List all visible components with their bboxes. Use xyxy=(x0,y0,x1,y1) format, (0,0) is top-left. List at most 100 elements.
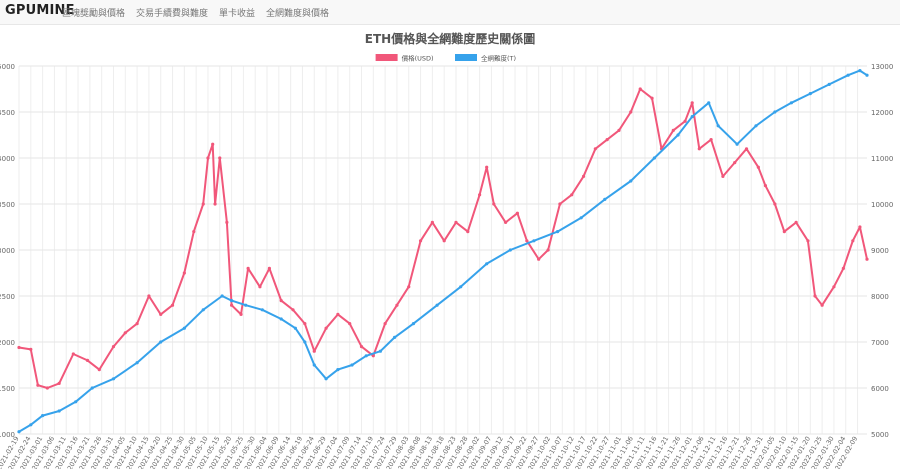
data-point-price xyxy=(211,142,215,146)
y-left-tick-label: 2000 xyxy=(0,339,15,347)
data-point-difficulty xyxy=(29,423,33,427)
data-point-difficulty xyxy=(74,400,78,404)
data-point-price xyxy=(690,101,694,105)
data-point-price xyxy=(291,308,295,312)
data-point-price xyxy=(430,220,434,224)
data-point-price xyxy=(159,312,163,316)
data-point-difficulty xyxy=(676,133,680,137)
data-point-price xyxy=(525,239,529,243)
data-point-price xyxy=(97,368,101,372)
data-point-price xyxy=(57,381,61,385)
y-left-tick-label: 1000 xyxy=(0,431,15,439)
y-left-tick-label: 5000 xyxy=(0,63,15,71)
data-point-price xyxy=(201,202,205,206)
data-point-price xyxy=(617,128,621,132)
data-point-price xyxy=(794,220,798,224)
data-point-price xyxy=(192,230,196,234)
data-point-price xyxy=(258,285,262,289)
data-point-price xyxy=(348,322,352,326)
data-point-difficulty xyxy=(336,368,340,372)
eth-price-difficulty-chart: 1000 1500 2000 2500 3000 3500 4000 4500 5000 5000… xyxy=(0,54,893,469)
data-point-difficulty xyxy=(364,354,368,358)
data-point-price xyxy=(45,386,49,390)
y-right-tick-label: 13000 xyxy=(871,63,893,71)
data-point-difficulty xyxy=(846,73,850,77)
y-right-tick-label: 6000 xyxy=(871,385,889,393)
data-point-price xyxy=(733,161,737,165)
data-point-price xyxy=(383,322,387,326)
data-point-difficulty xyxy=(244,303,248,307)
data-point-price xyxy=(218,156,222,160)
data-point-price xyxy=(239,312,243,316)
data-point-price xyxy=(36,383,40,387)
brand-logo[interactable]: GPUMINE xyxy=(5,3,75,18)
data-point-difficulty xyxy=(773,110,777,114)
data-point-difficulty xyxy=(392,335,397,339)
data-point-difficulty xyxy=(90,386,94,390)
data-point-price xyxy=(324,326,328,330)
data-point-price xyxy=(454,220,458,224)
data-point-price xyxy=(570,193,574,197)
data-point-price xyxy=(303,322,307,326)
data-point-price xyxy=(773,202,777,206)
data-point-price xyxy=(558,202,562,206)
data-point-difficulty xyxy=(603,197,607,201)
data-point-difficulty xyxy=(652,156,657,160)
nav-link-card-profit[interactable]: 單卡收益 xyxy=(219,9,256,19)
data-point-price xyxy=(206,156,210,160)
data-point-price xyxy=(638,87,642,91)
data-point-difficulty xyxy=(735,142,739,146)
data-point-price xyxy=(478,193,482,197)
data-point-price xyxy=(650,96,654,100)
data-point-price xyxy=(135,322,139,326)
legend-label-difficulty: 全網難度(T) xyxy=(481,54,516,63)
data-point-price xyxy=(593,147,597,151)
data-point-price xyxy=(395,303,399,307)
y-right-tick-label: 7000 xyxy=(871,339,889,347)
data-point-price xyxy=(858,225,862,229)
data-point-price xyxy=(683,119,687,123)
data-point-price xyxy=(123,331,127,335)
data-point-price xyxy=(832,285,836,289)
data-point-price xyxy=(407,285,411,289)
data-point-price xyxy=(71,352,75,356)
data-point-difficulty xyxy=(279,317,283,321)
legend-label-price: 價格(USD) xyxy=(402,54,434,63)
data-point-price xyxy=(581,174,586,178)
legend-swatch-price xyxy=(375,54,398,61)
legend-swatch-difficulty xyxy=(455,54,477,61)
data-point-difficulty xyxy=(532,239,536,243)
data-point-price xyxy=(279,299,283,303)
data-point-price xyxy=(267,266,271,270)
data-point-difficulty xyxy=(182,326,186,330)
chart-title: ETH價格與全網難度歷史關係圖 xyxy=(364,32,536,46)
data-point-difficulty xyxy=(827,82,831,86)
data-point-price xyxy=(744,147,749,151)
data-point-price xyxy=(466,230,470,234)
data-point-difficulty xyxy=(350,363,354,367)
data-point-difficulty xyxy=(57,409,61,413)
data-point-price xyxy=(605,138,609,142)
data-point-price xyxy=(709,138,713,142)
data-point-price xyxy=(485,165,489,169)
data-point-price xyxy=(537,257,541,261)
nav-link-block-reward-price[interactable]: 區塊獎勵與價格 xyxy=(62,9,126,19)
y-right-tick-label: 12000 xyxy=(871,109,893,117)
data-point-difficulty xyxy=(508,248,512,252)
data-point-price xyxy=(418,239,423,243)
y-left-tick-label: 2500 xyxy=(0,293,15,301)
data-point-price xyxy=(782,230,786,234)
data-point-price xyxy=(85,358,90,362)
data-point-difficulty xyxy=(378,349,383,353)
data-point-price xyxy=(503,220,508,224)
data-point-price xyxy=(336,312,340,316)
y-right-tick-label: 5000 xyxy=(871,431,889,439)
data-point-price xyxy=(806,239,810,243)
nav-link-difficulty-price[interactable]: 全網難度與價格 xyxy=(266,9,330,19)
data-point-difficulty xyxy=(260,308,264,312)
data-point-price xyxy=(515,211,520,215)
nav-link-fees-difficulty[interactable]: 交易手續費與難度 xyxy=(136,9,209,19)
data-point-difficulty xyxy=(229,299,234,303)
data-point-difficulty xyxy=(135,361,139,365)
data-point-difficulty xyxy=(754,124,758,128)
